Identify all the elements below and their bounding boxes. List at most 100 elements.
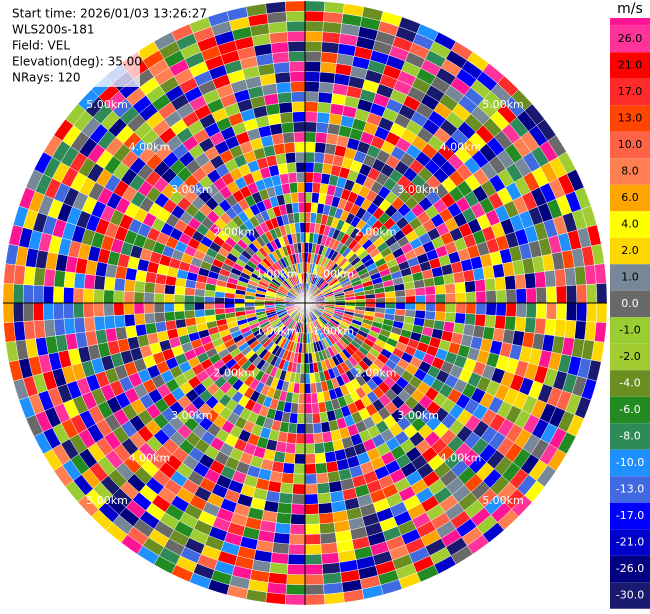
range-ring-label: 1.00km (312, 324, 354, 337)
radar-cell (288, 533, 306, 545)
radar-cell (384, 290, 396, 298)
range-ring-label: 3.00km (171, 183, 213, 196)
radar-cell (574, 265, 587, 286)
colorbar-segment (610, 264, 650, 291)
radar-cell (485, 302, 497, 316)
radar-cell (289, 71, 306, 83)
radar-cell (22, 284, 35, 304)
radar-cell (73, 302, 85, 319)
radar-cell (317, 492, 332, 505)
radar-cell (435, 293, 447, 304)
radar-cell (575, 302, 588, 322)
radar-cell (310, 392, 319, 404)
radar-cell (265, 592, 287, 605)
radar-cell (564, 267, 577, 287)
radar-cell (304, 30, 324, 43)
radar-cell (304, 523, 321, 535)
radar-cell (325, 460, 339, 473)
radar-cell (266, 582, 287, 595)
radar-cell (33, 319, 46, 339)
radar-cell (214, 302, 225, 310)
radar-cell (214, 296, 225, 304)
colorbar-label: -4.0 (619, 377, 640, 390)
radar-cell (304, 383, 312, 394)
radar-cell (323, 1, 345, 14)
radar-cell (83, 316, 96, 333)
radar-cell (494, 276, 507, 291)
radar-cell (304, 121, 318, 133)
radar-cell (286, 573, 306, 586)
radar-cell (271, 133, 285, 146)
radar-cell (13, 321, 26, 342)
radar-cell (565, 284, 578, 304)
colorbar-label: -8.0 (619, 430, 640, 443)
radar-cell (327, 123, 341, 136)
radar-cell (174, 310, 186, 321)
header-line: Field: VEL (12, 39, 70, 53)
radar-cell (63, 302, 75, 320)
radar-cell (304, 563, 324, 576)
radar-cell (153, 292, 165, 304)
radar-cell (155, 321, 168, 333)
colorbar-label: -1.0 (619, 324, 640, 337)
radar-cell (405, 302, 416, 311)
radar-cell (315, 472, 329, 485)
radar-cell (535, 302, 547, 320)
radar-cell (321, 431, 333, 443)
radar-cell (291, 101, 306, 113)
radar-cell (484, 314, 497, 329)
radar-cell (524, 317, 537, 334)
radar-cell (73, 317, 86, 334)
radar-cell (173, 302, 185, 312)
radar-cell (286, 432, 297, 444)
radar-cell (465, 302, 477, 315)
radar-cell (434, 311, 446, 322)
radar-cell (304, 403, 313, 414)
range-ring-label: 4.00km (129, 140, 171, 153)
radar-cell (83, 302, 95, 318)
radar-cell (292, 121, 306, 133)
radar-cell (464, 280, 477, 293)
radar-cell (515, 288, 527, 304)
colorbar-segment (610, 449, 650, 477)
radar-cell (290, 192, 299, 204)
radar-cell (123, 279, 136, 293)
colorbar-label: 2.0 (621, 244, 639, 257)
radar-cell (123, 290, 135, 304)
radar-cell (304, 101, 319, 113)
radar-cell (424, 310, 436, 321)
radar-cell (584, 264, 597, 285)
radar-cell (594, 321, 607, 343)
radar-cell (174, 285, 186, 296)
colorbar-segment (610, 237, 650, 265)
radar-cell (73, 287, 85, 304)
colorbar-label: 26.0 (618, 32, 643, 45)
range-ring-label: 5.00km (482, 98, 524, 111)
radar-cell (325, 133, 339, 146)
radar-cell (204, 308, 216, 317)
colorbar-label: -21.0 (616, 536, 644, 549)
radar-cell (275, 153, 287, 166)
radar-cell (313, 432, 324, 444)
radar-cell (224, 297, 235, 304)
radar-cell (354, 298, 366, 304)
radar-cell (282, 131, 295, 144)
radar-cell (304, 181, 314, 193)
radar-cell (304, 161, 315, 173)
radar-cell (299, 222, 306, 233)
radar-cell (286, 563, 306, 576)
radar-cell (555, 302, 567, 321)
radar-cell (294, 151, 306, 163)
radar-cell (287, 41, 306, 53)
radar-cell (163, 293, 175, 304)
radar-cell (278, 101, 293, 114)
radar-cell (284, 594, 306, 606)
colorbar-label: 10.0 (618, 138, 643, 151)
radar-cell (292, 483, 306, 495)
radar-cell (545, 302, 557, 320)
radar-cell (504, 275, 517, 291)
radar-cell (271, 51, 290, 64)
range-ring-label: 2.00km (355, 367, 397, 380)
radar-cell (265, 1, 287, 14)
